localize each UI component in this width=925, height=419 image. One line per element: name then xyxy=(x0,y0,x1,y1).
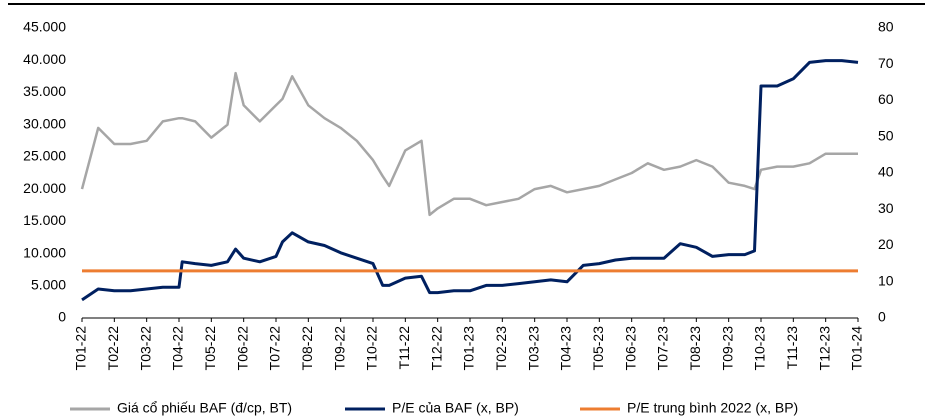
x-tick-label: T07-22 xyxy=(267,326,283,371)
x-tick-label: T08-23 xyxy=(687,326,703,371)
y-tick-label: 10.000 xyxy=(23,244,66,260)
x-tick-label: T04-23 xyxy=(558,326,574,371)
y2-tick-label: 70 xyxy=(878,55,894,71)
x-tick-label: T09-22 xyxy=(331,326,347,371)
legend-label: P/E của BAF (x, BP) xyxy=(392,400,519,416)
y2-tick-label: 30 xyxy=(878,200,894,216)
y2-tick-label: 80 xyxy=(878,19,894,35)
x-tick-label: T12-23 xyxy=(816,326,832,371)
y-tick-label: 20.000 xyxy=(23,180,66,196)
x-tick-label: T02-22 xyxy=(105,326,121,371)
x-tick-label: T11-23 xyxy=(784,326,800,370)
x-tick-label: T06-23 xyxy=(622,326,638,371)
y-tick-label: 0 xyxy=(58,309,66,325)
legend-label: Giá cổ phiếu BAF (đ/cp, BT) xyxy=(117,400,292,416)
y-tick-label: 5.000 xyxy=(31,276,66,292)
x-tick-label: T05-22 xyxy=(202,326,218,371)
x-tick-label: T08-22 xyxy=(299,326,315,371)
x-tick-label: T01-22 xyxy=(73,326,89,371)
x-tick-label: T11-22 xyxy=(396,326,412,370)
y-tick-label: 30.000 xyxy=(23,115,66,131)
x-tick-label: T02-23 xyxy=(493,326,509,371)
x-tick-label: T01-24 xyxy=(849,326,865,371)
x-tick-label: T12-22 xyxy=(428,326,444,371)
x-tick-label: T03-22 xyxy=(137,326,153,371)
y2-tick-label: 60 xyxy=(878,91,894,107)
x-tick-label: T10-22 xyxy=(364,326,380,371)
x-tick-label: T09-23 xyxy=(719,326,735,371)
y-tick-label: 15.000 xyxy=(23,212,66,228)
y-tick-label: 40.000 xyxy=(23,51,66,67)
y2-tick-label: 40 xyxy=(878,164,894,180)
y2-tick-label: 50 xyxy=(878,127,894,143)
y-tick-label: 45.000 xyxy=(23,19,66,35)
x-tick-label: T01-23 xyxy=(461,326,477,371)
y-tick-label: 35.000 xyxy=(23,83,66,99)
x-tick-label: T04-22 xyxy=(170,326,186,371)
x-tick-label: T05-23 xyxy=(590,326,606,371)
series-line xyxy=(81,59,859,302)
y2-tick-label: 20 xyxy=(878,236,894,252)
x-tick-label: T06-22 xyxy=(234,326,250,371)
y2-tick-label: 10 xyxy=(878,272,894,288)
legend-label: P/E trung bình 2022 (x, BP) xyxy=(627,400,798,416)
x-tick-label: T10-23 xyxy=(752,326,768,371)
x-tick-label: T03-23 xyxy=(525,326,541,371)
y-tick-label: 25.000 xyxy=(23,148,66,164)
series-line xyxy=(80,71,858,217)
x-tick-label: T07-23 xyxy=(655,326,671,371)
y2-tick-label: 0 xyxy=(878,309,886,325)
